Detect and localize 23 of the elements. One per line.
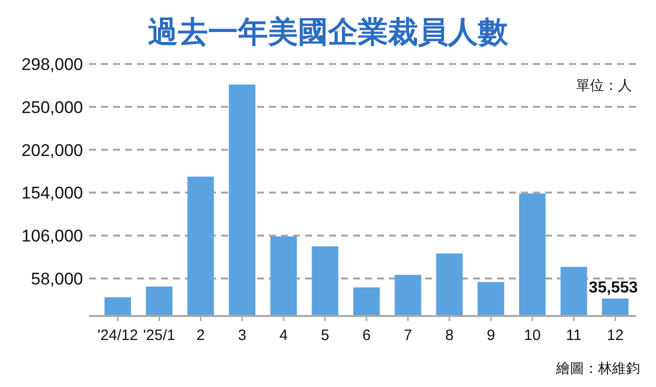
data-label: 35,553 [588,280,638,297]
x-tick-label: '24/12 [98,327,138,344]
x-tick-label: 11 [566,327,582,344]
x-tick-label: 10 [524,327,541,344]
x-tick-label: 2 [196,327,205,344]
y-tick-label: 298,000 [22,55,83,74]
y-tick-label: 250,000 [22,98,83,117]
x-tick-label: 8 [445,327,454,344]
y-tick-label: 106,000 [22,226,83,246]
x-tick-label: 3 [238,327,246,344]
y-tick-label: 58,000 [31,269,83,288]
x-tick-label: 12 [606,327,624,344]
text: 繪圖：林維鈞 [555,360,640,376]
annotation: 單位：人 [576,77,632,93]
x-tick-label: 6 [362,327,371,344]
x-tick-label: 4 [279,327,288,344]
x-tick-label: 5 [320,327,330,344]
y-tick-label: 154,000 [22,184,83,203]
y-tick-label: 202,000 [22,140,83,160]
x-tick-label: '25/1 [143,327,176,344]
chart-title: 過去一年美國企業裁員人數 [148,15,509,49]
x-tick-label: 7 [404,327,412,344]
x-tick-label: 9 [486,327,496,344]
